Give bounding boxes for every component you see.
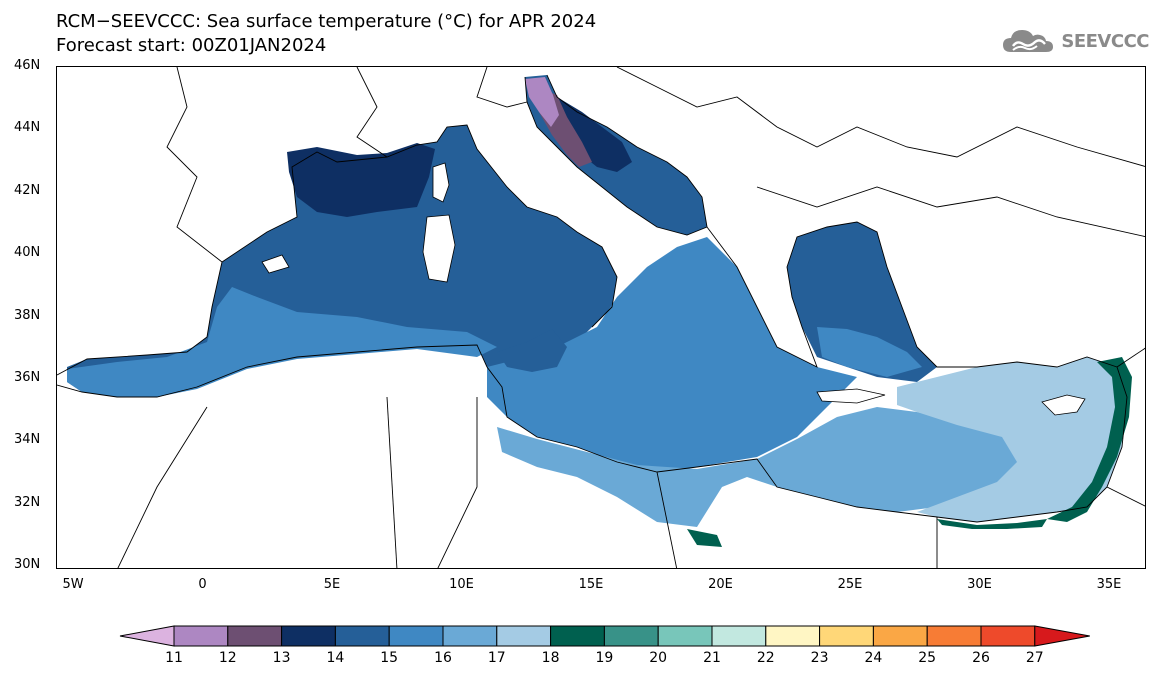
island-mallorca [261,254,290,274]
lat-tick-label: 38N [14,307,41,323]
lat-tick-label: 42N [14,182,41,198]
colorbar-over-arrow [1034,625,1090,647]
lat-tick-label: 36N [14,369,41,385]
island-sardinia [422,214,456,283]
map-title: RCM−SEEVCCC: Sea surface temperature (°C… [56,11,597,32]
colorbar-swatch [281,625,336,647]
forecast-start-label: Forecast start: 00Z01JAN2024 [56,35,327,56]
colorbar-tick-label: 13 [272,650,291,666]
sst-region-gulf-of-sirte-coast [687,529,722,547]
colorbar-tick-label: 22 [756,650,775,666]
colorbar-tick-label: 25 [918,650,937,666]
colorbar-tick-label: 26 [972,650,990,666]
lat-tick-label: 40N [14,245,41,261]
lon-tick-label: 30E [967,577,992,592]
colorbar-tick-label: 15 [380,650,399,666]
lat-tick-label: 30N [14,557,41,572]
colorbar-tick-label: 27 [1025,650,1044,666]
logo-text: SEEVCCC [1061,30,1149,52]
lat-tick-label: 34N [14,432,41,448]
colorbar-swatch [496,625,552,647]
colorbar-tick-label: 12 [218,650,237,666]
sst-region-ionian [487,237,857,472]
island-crete [816,388,886,404]
sst-region-west-med [67,125,617,397]
sst-region-adriatic-north [525,77,559,127]
colorbar-swatch [657,625,713,647]
lat-tick-label: 32N [14,494,41,510]
sst-region-aegean-south [817,327,922,377]
colorbar-swatch [173,625,229,647]
sst-region-adriatic-cold [557,97,632,172]
sst-map-plot [57,67,1145,568]
sst-map [56,66,1146,569]
colorbar-swatch [819,625,874,647]
lon-tick-label: 0 [198,577,207,592]
colorbar-swatch [711,625,767,647]
colorbar-under-arrow [119,625,175,647]
coastlines [57,67,1145,568]
island-cyprus [1041,394,1086,416]
colorbar-swatch [334,625,390,647]
colorbar-swatch [388,625,444,647]
lat-tick-label: 44N [14,120,41,136]
colorbar-tick-label: 18 [541,650,560,666]
sst-region-levant-coast [1047,357,1132,522]
island-corsica [432,162,450,203]
colorbar-tick-label: 16 [434,650,452,666]
lon-tick-label: 25E [837,577,863,592]
colorbar-swatch [603,625,659,647]
colorbar-swatch [765,625,821,647]
colorbar-tick-label: 20 [649,650,668,666]
lon-tick-label: 20E [708,577,733,592]
lon-tick-label: 5E [323,577,341,592]
lon-tick-label: 5W [62,577,84,592]
sst-region-libyan-sea [497,407,1027,527]
sst-region-algerian-coast [67,287,497,397]
colorbar-swatch [227,625,283,647]
sst-region-sicily-channel [497,329,567,372]
colorbar-tick-label: 19 [595,650,614,666]
colorbar-tick-label: 11 [165,650,183,666]
sst-region-gulf-of-lion [287,143,435,217]
colorbar-tick-label: 14 [326,650,345,666]
colorbar-swatch [550,625,605,647]
cloud-icon [1003,30,1054,52]
colorbar-swatch [926,625,982,647]
colorbar-tick-label: 23 [810,650,829,666]
colorbar-swatch [980,625,1036,647]
lon-tick-label: 10E [449,577,474,592]
colorbar-tick-label: 21 [703,650,721,666]
seevccc-logo: SEEVCCC [1001,26,1149,56]
sst-region-egypt-coast [937,519,1047,529]
lon-tick-label: 15E [578,577,604,592]
lon-tick-label: 35E [1096,577,1122,592]
lat-tick-label: 46N [14,58,41,73]
colorbar-tick-label: 24 [864,650,883,666]
colorbar-tick-label: 17 [487,650,506,666]
colorbar-swatch [442,625,498,647]
colorbar-swatch [872,625,928,647]
